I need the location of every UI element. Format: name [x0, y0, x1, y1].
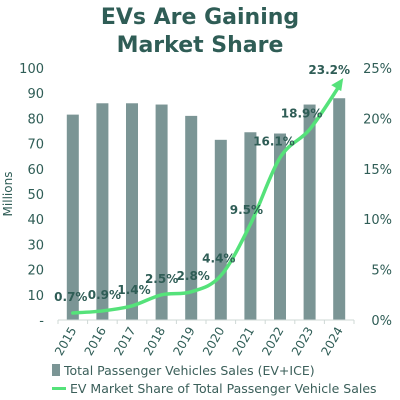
y-tick-label: 100 [19, 62, 44, 77]
bar [274, 133, 286, 320]
y-axis-label: Millions [1, 172, 15, 217]
y2-tick-label: 0% [371, 314, 392, 329]
y-tick-label: 10 [27, 289, 44, 304]
y-tick-label: 70 [27, 138, 44, 153]
chart-title-line-2: Market Share [116, 33, 284, 58]
data-label: 2.5% [145, 272, 178, 286]
data-label: 1.4% [117, 283, 150, 297]
y-tick-label: 90 [27, 87, 44, 102]
data-label: 23.2% [308, 63, 350, 77]
y2-tick-label: 25% [363, 62, 392, 77]
bar [126, 103, 138, 320]
x-tick-label: 2021 [230, 325, 257, 358]
legend-bar-label: Total Passenger Vehicles Sales (EV+ICE) [64, 362, 315, 378]
legend-bar-swatch [52, 364, 60, 376]
y2-tick-label: 15% [363, 163, 392, 178]
legend-item-line: EV Market Share of Total Passenger Vehic… [52, 379, 377, 397]
data-label: 16.1% [253, 135, 295, 149]
x-tick-label: 2015 [52, 325, 79, 358]
chart-title: EVs Are Gaining Market Share [0, 4, 400, 60]
legend-line-swatch [52, 386, 66, 390]
bar [185, 115, 198, 320]
data-label: 4.4% [202, 252, 235, 266]
bar [66, 114, 79, 321]
x-tick-label: 2023 [289, 325, 316, 358]
y-tick-label: 50 [27, 188, 44, 203]
y-tick-label: 30 [27, 238, 44, 253]
x-tick-label: 2019 [170, 325, 197, 358]
ev-share-line [71, 84, 341, 315]
data-label: 0.9% [88, 288, 121, 302]
y-tick-label: 60 [27, 163, 44, 178]
bar [214, 139, 227, 320]
y2-tick-label: 5% [371, 264, 392, 279]
data-label: 2.8% [177, 269, 210, 283]
chart-plot: - 10 20 30 40 50 60 70 80 90 100 0% 5% 10% 15% 20% 25% Mi… [1, 62, 392, 358]
bar [303, 104, 316, 320]
chart-title-line-1: EVs Are Gaining [100, 5, 300, 30]
data-label: 0.7% [54, 290, 87, 304]
data-label: 18.9% [281, 106, 323, 120]
legend-item-bars: Total Passenger Vehicles Sales (EV+ICE) [52, 361, 377, 379]
x-tick-label: 2020 [200, 325, 227, 358]
bar [333, 98, 346, 321]
y2-tick-label: 10% [363, 213, 392, 228]
y-tick-label: 40 [27, 213, 44, 228]
y-tick-label: 80 [27, 112, 44, 127]
bar [96, 103, 109, 320]
x-tick-label: 2018 [141, 325, 168, 358]
y2-tick-label: 20% [363, 112, 392, 127]
x-tick-label: 2022 [259, 325, 286, 358]
bar [155, 104, 168, 320]
y-tick-label: - [39, 314, 44, 329]
x-tick-label: 2016 [82, 325, 109, 358]
legend-line-label: EV Market Share of Total Passenger Vehic… [70, 380, 377, 396]
x-tick-label: 2024 [318, 325, 345, 358]
data-label: 9.5% [230, 203, 263, 217]
line-arrowhead [331, 78, 344, 92]
x-tick-label: 2017 [111, 325, 138, 358]
y-tick-label: 20 [27, 264, 44, 279]
legend: Total Passenger Vehicles Sales (EV+ICE) … [52, 361, 377, 397]
